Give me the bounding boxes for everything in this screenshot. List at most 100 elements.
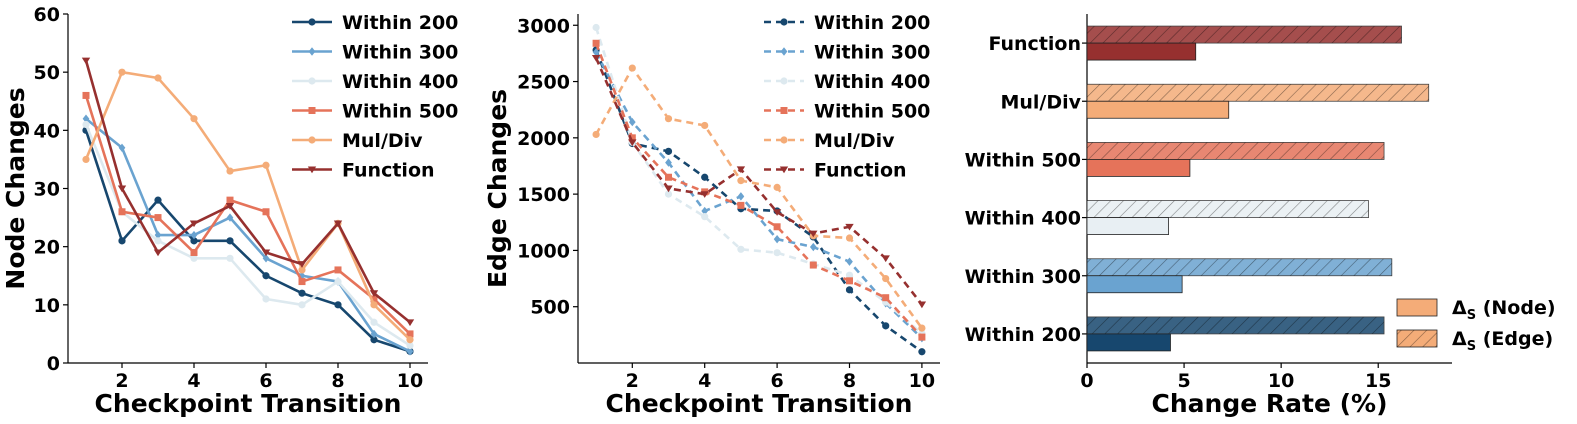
- legend-label: Mul/Div: [814, 130, 895, 152]
- y-tick-label: 10: [34, 295, 60, 317]
- data-point: [665, 173, 672, 181]
- y-tick-label: 20: [34, 237, 60, 259]
- data-point: [189, 220, 199, 228]
- data-point: [262, 208, 270, 216]
- legend-label: Within 400: [342, 71, 458, 93]
- y-tick-label: 60: [34, 4, 60, 26]
- legend-subscript: S: [1467, 308, 1476, 323]
- data-point: [262, 272, 270, 280]
- data-point: [334, 266, 342, 274]
- series-line: [84, 95, 411, 335]
- data-point: [190, 237, 198, 245]
- data-point: [406, 347, 414, 356]
- data-point: [917, 301, 927, 309]
- series-line: [594, 57, 923, 306]
- data-point: [773, 234, 781, 244]
- data-point: [81, 57, 91, 65]
- data-point: [628, 117, 636, 127]
- data-point: [298, 278, 306, 286]
- series-function: [81, 57, 415, 327]
- legend-label: ΔS (Edge): [1452, 328, 1553, 354]
- data-point: [809, 261, 817, 269]
- bar-edge-hatch: [1087, 84, 1429, 102]
- legend-marker: [780, 47, 788, 56]
- legend-entry-within-300: Within 300: [764, 42, 930, 64]
- x-tick-label: 6: [770, 370, 783, 392]
- y-tick-label: 2000: [517, 128, 570, 150]
- y-tick-label: Within 300: [965, 266, 1081, 288]
- x-axis-label: Checkpoint Transition: [95, 389, 402, 418]
- legend-entry-within-500: Within 500: [764, 101, 930, 123]
- series-mul-div: [592, 64, 926, 332]
- bar-edge-hatch: [1087, 200, 1369, 218]
- bar-node: [1086, 333, 1171, 352]
- series-line: [594, 49, 923, 353]
- y-tick-label: 1500: [517, 184, 570, 206]
- series-line: [84, 70, 411, 341]
- data-point: [370, 301, 378, 309]
- data-point: [369, 290, 379, 297]
- x-tick-label: 0: [1080, 370, 1093, 392]
- series-line: [84, 60, 411, 324]
- x-tick-label: 8: [843, 370, 856, 392]
- data-point: [334, 301, 342, 309]
- legend-swatch: [1396, 298, 1438, 317]
- legend-subscript: S: [1467, 339, 1476, 354]
- bar-node: [1086, 100, 1230, 119]
- bar-node: [1086, 42, 1197, 61]
- y-tick-label: Function: [988, 33, 1081, 55]
- data-point: [737, 201, 745, 209]
- series-line: [594, 51, 923, 340]
- legend-entry-mul-div: Mul/Div: [292, 130, 423, 152]
- data-point: [664, 185, 673, 193]
- data-point: [773, 223, 781, 231]
- y-tick-label: 50: [34, 62, 60, 84]
- category-within-400: Within 400: [965, 200, 1369, 235]
- x-tick-label: 4: [187, 370, 200, 392]
- data-point: [881, 255, 890, 263]
- bar-edge-hatch: [1087, 142, 1385, 160]
- data-point: [845, 286, 854, 294]
- data-point: [846, 277, 853, 285]
- y-tick-label: Within 200: [965, 324, 1081, 346]
- x-tick-label: 15: [1365, 370, 1391, 392]
- data-point: [226, 237, 234, 245]
- x-tick-label: 8: [331, 370, 344, 392]
- x-axis-label: Checkpoint Transition: [606, 389, 913, 418]
- data-point: [736, 166, 746, 174]
- y-tick-label: Within 400: [965, 208, 1081, 230]
- legend-label: Within 500: [342, 101, 458, 123]
- data-point: [701, 121, 709, 130]
- data-point: [154, 214, 162, 222]
- data-point: [918, 348, 926, 356]
- data-point: [118, 143, 126, 152]
- legend-entry-node: ΔS (Node): [1396, 297, 1556, 323]
- data-point: [262, 161, 270, 169]
- node-changes-chart: 2 4 6 8 10 0 10 20 30 40 50 60 Checkpoint Transition…: [1, 4, 458, 418]
- data-point: [737, 245, 745, 253]
- data-point: [297, 261, 307, 268]
- legend-marker: [307, 166, 317, 174]
- y-tick-label: Mul/Div: [1000, 91, 1081, 113]
- y-tick-label: 1000: [517, 240, 570, 262]
- data-point: [628, 139, 637, 147]
- data-point: [664, 190, 673, 198]
- series-mul-div: [82, 68, 414, 344]
- x-tick-label: 10: [397, 370, 423, 392]
- data-point: [153, 249, 163, 257]
- data-point: [918, 324, 926, 332]
- data-point: [406, 341, 414, 350]
- series-line: [84, 124, 411, 347]
- y-tick-label: 40: [34, 120, 60, 142]
- legend-delta: Δ: [1452, 328, 1467, 350]
- data-point: [298, 266, 306, 274]
- data-point: [261, 249, 271, 257]
- data-point: [82, 120, 90, 129]
- data-point: [664, 147, 673, 155]
- category-mul-div: Mul/Div: [1000, 83, 1430, 119]
- legend-text: (Node): [1476, 297, 1555, 319]
- data-point: [225, 203, 235, 210]
- data-point: [82, 155, 90, 164]
- legend-marker: [308, 18, 316, 26]
- y-tick-label: 3000: [517, 15, 570, 37]
